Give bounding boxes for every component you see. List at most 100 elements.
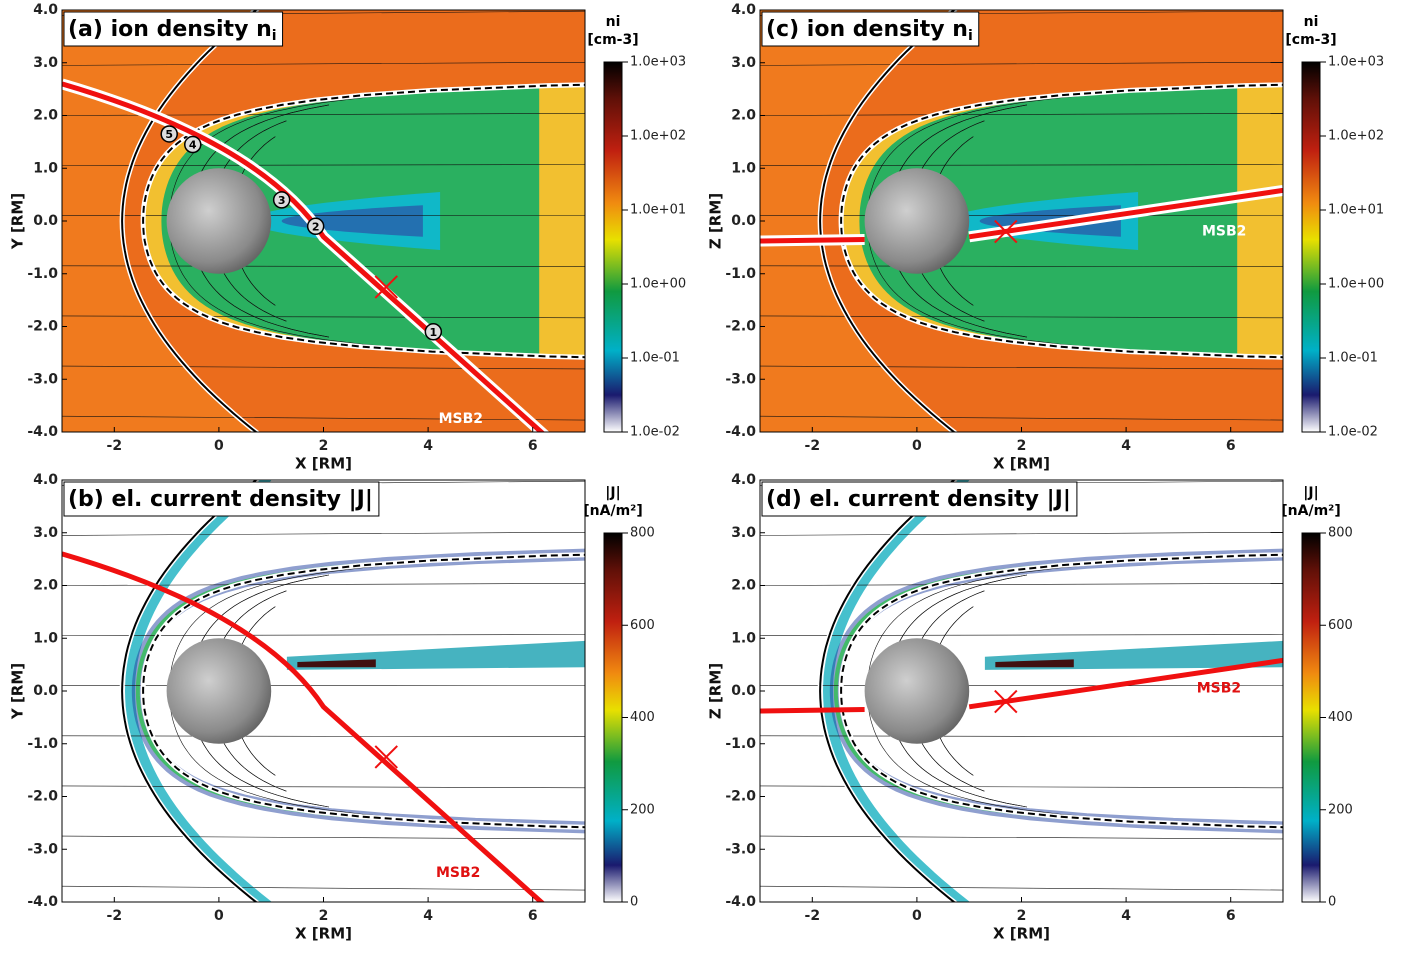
y-tick-label: -4.0 — [725, 894, 756, 910]
y-tick-label: -1.0 — [725, 736, 756, 752]
x-tick-label: 2 — [319, 908, 329, 924]
colorbar-tick-label: 800 — [630, 526, 655, 541]
y-tick-label: 2.0 — [731, 108, 756, 124]
x-tick-label: -2 — [107, 438, 123, 454]
colorbar — [604, 533, 622, 902]
x-tick-label: 4 — [1121, 438, 1131, 454]
colorbar-tick-label: 1.0e+01 — [630, 203, 686, 218]
colorbar-unit: [nA/m²] — [1281, 503, 1340, 519]
y-tick-label: -4.0 — [27, 424, 58, 440]
y-tick-label: 2.0 — [33, 108, 58, 124]
colorbar-unit: [cm-3] — [587, 32, 638, 48]
colorbar-tick-label: 0 — [630, 895, 638, 910]
y-tick-label: -3.0 — [725, 841, 756, 857]
title: (a) ion density ni — [68, 17, 277, 44]
annotation: MSB2 — [1202, 224, 1246, 240]
title: (d) el. current density |J| — [766, 487, 1071, 512]
title: (c) ion density ni — [766, 17, 973, 44]
x-tick-label: 4 — [423, 908, 433, 924]
x-axis-label: X [RM] — [295, 455, 352, 473]
x-tick-label: 6 — [1226, 908, 1236, 924]
y-tick-label: 3.0 — [33, 525, 58, 541]
x-axis-label: X [RM] — [295, 925, 352, 943]
colorbar-unit: [cm-3] — [1285, 32, 1336, 48]
x-tick-label: 6 — [1226, 438, 1236, 454]
y-tick-label: 3.0 — [33, 55, 58, 71]
y-tick-label: 2.0 — [33, 578, 58, 594]
marker-label: 2 — [312, 220, 320, 233]
colorbar-tick-label: 600 — [630, 618, 655, 633]
x-tick-label: -2 — [805, 438, 821, 454]
y-tick-label: 0.0 — [731, 683, 756, 699]
y-tick-label: 2.0 — [731, 578, 756, 594]
title-text: (d) el. current density |J| — [766, 487, 1071, 512]
x-tick-label: 6 — [528, 438, 538, 454]
y-tick-label: -3.0 — [725, 371, 756, 387]
planet — [865, 638, 970, 744]
colorbar-tick-label: 200 — [1328, 802, 1353, 817]
colorbar — [604, 62, 622, 432]
y-tick-label: -1.0 — [27, 736, 58, 752]
colorbar-tick-label: 200 — [630, 802, 655, 817]
colorbar-tick-label: 1.0e-01 — [1328, 351, 1378, 366]
y-tick-label: 4.0 — [731, 472, 756, 488]
colorbar-tick-label: 1.0e+02 — [630, 129, 686, 144]
title: (b) el. current density |J| — [68, 487, 373, 512]
y-axis-label: Z [RM] — [707, 663, 725, 719]
colorbar-tick-label: 400 — [1328, 710, 1353, 725]
colorbar-label: |J| — [605, 485, 620, 501]
y-tick-label: 3.0 — [731, 525, 756, 541]
y-axis-label: Y [RM] — [9, 193, 27, 250]
title-text: (a) ion density n — [68, 17, 272, 42]
x-tick-label: 4 — [423, 438, 433, 454]
annotation: MSB2 — [1197, 680, 1241, 696]
annotation: MSB2 — [436, 865, 480, 881]
y-tick-label: -2.0 — [27, 319, 58, 335]
y-tick-label: -2.0 — [27, 789, 58, 805]
y-tick-label: -4.0 — [725, 424, 756, 440]
y-axis-label: Y [RM] — [9, 663, 27, 720]
x-axis-label: X [RM] — [993, 455, 1050, 473]
planet — [167, 638, 272, 744]
planet — [865, 168, 970, 274]
x-tick-label: 0 — [214, 908, 224, 924]
y-tick-label: 0.0 — [33, 683, 58, 699]
colorbar-label: |J| — [1303, 485, 1318, 501]
planet — [167, 168, 272, 274]
y-tick-label: -3.0 — [27, 841, 58, 857]
marker-label: 4 — [189, 139, 197, 152]
x-tick-label: 2 — [1017, 438, 1027, 454]
colorbar-tick-label: 600 — [1328, 618, 1353, 633]
colorbar-tick-label: 1.0e-01 — [630, 351, 680, 366]
y-tick-label: 0.0 — [731, 213, 756, 229]
colorbar-tick-label: 1.0e+03 — [1328, 55, 1384, 70]
x-tick-label: 0 — [912, 908, 922, 924]
colorbar-tick-label: 400 — [630, 710, 655, 725]
colorbar-tick-label: 800 — [1328, 526, 1353, 541]
colorbar-tick-label: 1.0e+00 — [1328, 277, 1384, 292]
marker-label: 5 — [165, 128, 173, 141]
x-tick-label: 6 — [528, 908, 538, 924]
y-tick-label: 1.0 — [33, 630, 58, 646]
y-tick-label: -2.0 — [725, 319, 756, 335]
colorbar-tick-label: 1.0e+01 — [1328, 203, 1384, 218]
colorbar-tick-label: 0 — [1328, 895, 1336, 910]
title-text: (b) el. current density |J| — [68, 487, 373, 512]
title-text: (c) ion density n — [766, 17, 968, 42]
x-tick-label: 2 — [1017, 908, 1027, 924]
colorbar-tick-label: 1.0e+00 — [630, 277, 686, 292]
y-tick-label: -2.0 — [725, 789, 756, 805]
title-subscript: i — [272, 28, 277, 44]
y-tick-label: 4.0 — [33, 2, 58, 18]
colorbar-label: ni — [1304, 14, 1319, 30]
y-tick-label: -4.0 — [27, 894, 58, 910]
colorbar-unit: [nA/m²] — [583, 503, 642, 519]
y-tick-label: -3.0 — [27, 371, 58, 387]
colorbar-tick-label: 1.0e+02 — [1328, 129, 1384, 144]
x-tick-label: -2 — [107, 908, 123, 924]
y-tick-label: -1.0 — [725, 266, 756, 282]
marker-label: 1 — [430, 326, 438, 339]
y-tick-label: 0.0 — [33, 213, 58, 229]
